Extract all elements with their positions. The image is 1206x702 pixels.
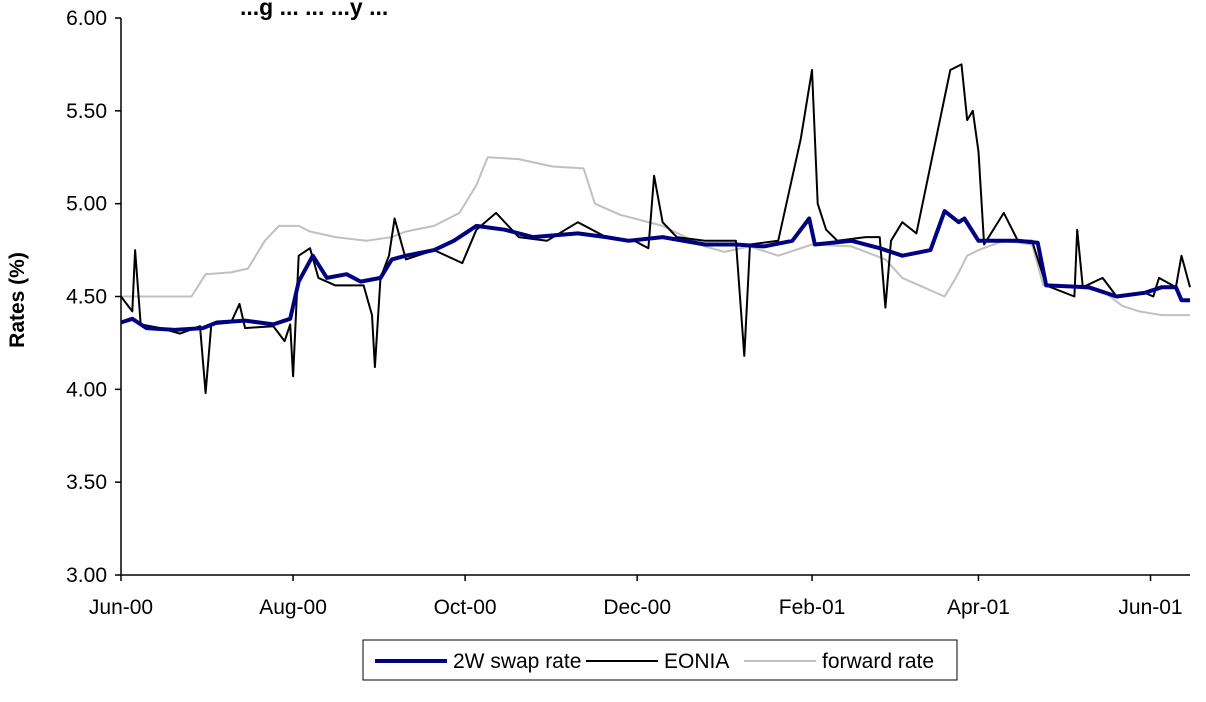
x-tick-label: Aug-00	[259, 596, 327, 619]
y-tick-label: 3.00	[66, 564, 107, 587]
y-tick-label: 5.50	[66, 100, 107, 123]
legend: 2W swap rate EONIA forward rate	[362, 639, 958, 681]
y-tick-label: 3.50	[66, 471, 107, 494]
x-tick-label: Oct-00	[434, 596, 497, 619]
y-ticks: 3.00 3.50 4.00 4.50 5.00 5.50 6.00	[66, 7, 121, 587]
legend-label-forward-rate: forward rate	[822, 650, 934, 673]
y-tick-label: 4.00	[66, 378, 107, 401]
y-tick-label: 5.00	[66, 193, 107, 216]
legend-label-eonia: EONIA	[664, 650, 729, 673]
x-tick-label: Apr-01	[947, 596, 1010, 619]
y-axis-label: Rates (%)	[6, 252, 29, 348]
series-line-eonia	[120, 63, 1191, 394]
plot-series	[120, 63, 1191, 394]
legend-box	[362, 639, 958, 681]
series-line-forward-rate	[121, 156, 1190, 317]
chart-title: ...g ... ... ...y ...	[240, 0, 388, 20]
x-tick-label: Jun-01	[1118, 596, 1182, 619]
y-tick-label: 6.00	[66, 7, 107, 30]
legend-label-2w-swap-rate: 2W swap rate	[453, 650, 581, 673]
series-line-2w-swap-rate	[120, 209, 1190, 332]
x-tick-label: Dec-00	[603, 596, 671, 619]
x-tick-label: Jun-00	[89, 596, 153, 619]
x-ticks: Jun-00 Aug-00 Oct-00 Dec-00 Feb-01 Apr-01 Jun-…	[89, 575, 1183, 619]
x-tick-label: Feb-01	[779, 596, 846, 619]
y-tick-label: 4.50	[66, 286, 107, 309]
